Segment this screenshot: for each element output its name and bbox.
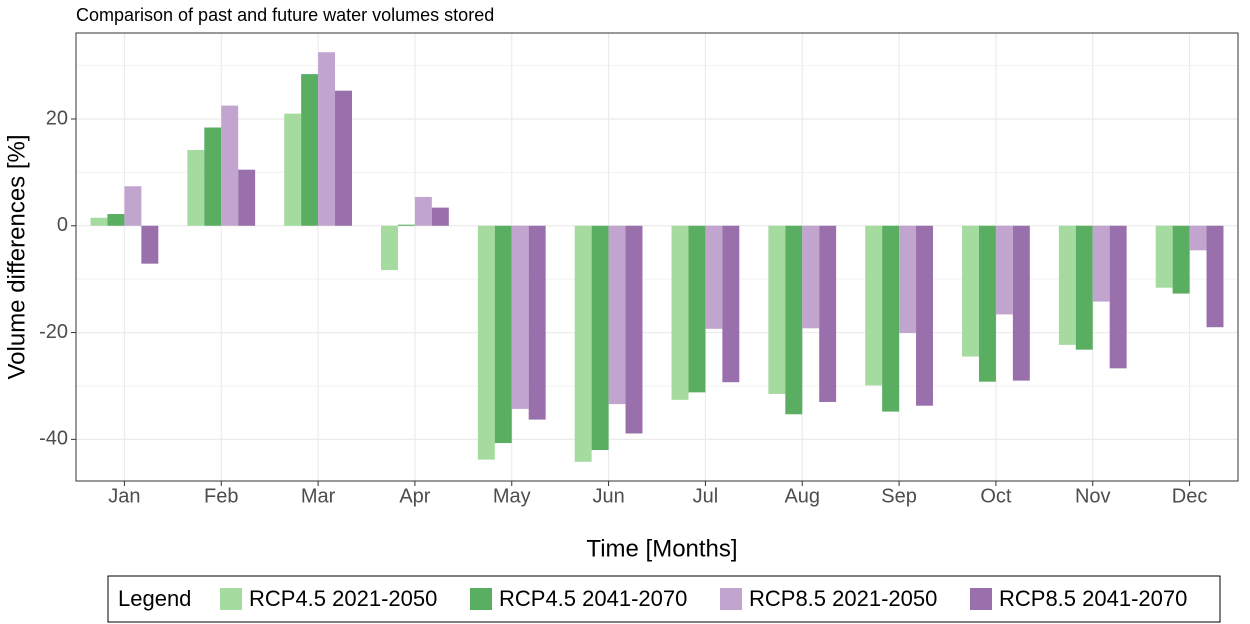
- bar: [90, 217, 108, 226]
- bar: [574, 225, 592, 462]
- bar: [978, 225, 996, 382]
- legend-label: RCP4.5 2041-2070: [499, 586, 687, 611]
- bar: [722, 225, 740, 383]
- x-tick-label: Jul: [693, 485, 719, 507]
- bar: [962, 225, 979, 357]
- bar: [768, 225, 786, 394]
- bar: [1155, 225, 1173, 288]
- x-tick-label: Mar: [301, 485, 336, 507]
- x-tick-label: Feb: [204, 485, 238, 507]
- legend-swatch: [470, 588, 492, 610]
- bar: [414, 196, 432, 226]
- bar: [187, 149, 205, 226]
- bar: [688, 225, 706, 393]
- x-tick-label: Sep: [881, 485, 917, 507]
- bar: [819, 225, 837, 402]
- bar: [995, 225, 1013, 315]
- bar: [477, 225, 495, 460]
- legend-swatch: [970, 588, 992, 610]
- legend-swatch: [720, 588, 742, 610]
- bar: [1172, 225, 1190, 294]
- plot-border: [75, 32, 1239, 482]
- bar: [591, 225, 609, 451]
- bar: [301, 74, 319, 226]
- bar: [1075, 225, 1093, 350]
- y-tick-label: 0: [57, 214, 68, 236]
- bar: [221, 105, 239, 226]
- legend-label: RCP8.5 2021-2050: [749, 586, 937, 611]
- bar: [124, 186, 142, 226]
- bar: [625, 225, 643, 434]
- bar: [107, 214, 125, 226]
- y-tick-label: -20: [39, 321, 68, 343]
- bar: [608, 225, 626, 405]
- bar: [335, 90, 352, 226]
- legend-box: [107, 575, 1221, 623]
- y-tick-label: 20: [46, 107, 68, 129]
- x-tick-label: Dec: [1172, 485, 1208, 507]
- bar: [141, 225, 159, 264]
- bar: [204, 127, 222, 226]
- bar: [284, 113, 302, 226]
- bar: [671, 225, 689, 400]
- y-axis-title: Volume differences [%]: [3, 134, 30, 379]
- chart-title: Comparison of past and future water volu…: [76, 5, 494, 25]
- bar: [865, 225, 883, 386]
- bar: [1092, 225, 1110, 302]
- legend-label: RCP4.5 2021-2050: [249, 586, 437, 611]
- bar: [1109, 225, 1127, 369]
- bar: [916, 225, 933, 406]
- x-tick-label: Oct: [980, 485, 1012, 507]
- legend-title: Legend: [118, 586, 191, 611]
- bar: [1206, 225, 1224, 328]
- bar: [397, 224, 415, 226]
- bar: [785, 225, 803, 415]
- bar: [705, 225, 723, 329]
- bar: [381, 225, 398, 271]
- bar: [238, 169, 256, 226]
- bar: [1012, 225, 1030, 381]
- x-axis-title: Time [Months]: [586, 535, 737, 562]
- x-tick-label: Jun: [592, 485, 624, 507]
- bar: [511, 225, 529, 409]
- x-tick-label: Apr: [399, 485, 430, 507]
- legend-swatch: [220, 588, 242, 610]
- bar: [802, 225, 820, 329]
- bar: [899, 225, 917, 334]
- bar: [1058, 225, 1076, 345]
- bar: [431, 207, 449, 226]
- bar: [494, 225, 512, 444]
- y-tick-label: -40: [39, 428, 68, 450]
- legend-label: RCP8.5 2041-2070: [999, 586, 1187, 611]
- x-tick-label: May: [493, 485, 531, 507]
- x-tick-label: Aug: [784, 485, 820, 507]
- bar: [882, 225, 900, 412]
- x-tick-label: Jan: [108, 485, 140, 507]
- bar: [1189, 225, 1207, 251]
- x-tick-label: Nov: [1075, 485, 1111, 507]
- bar: [528, 225, 546, 420]
- bar: [318, 52, 336, 226]
